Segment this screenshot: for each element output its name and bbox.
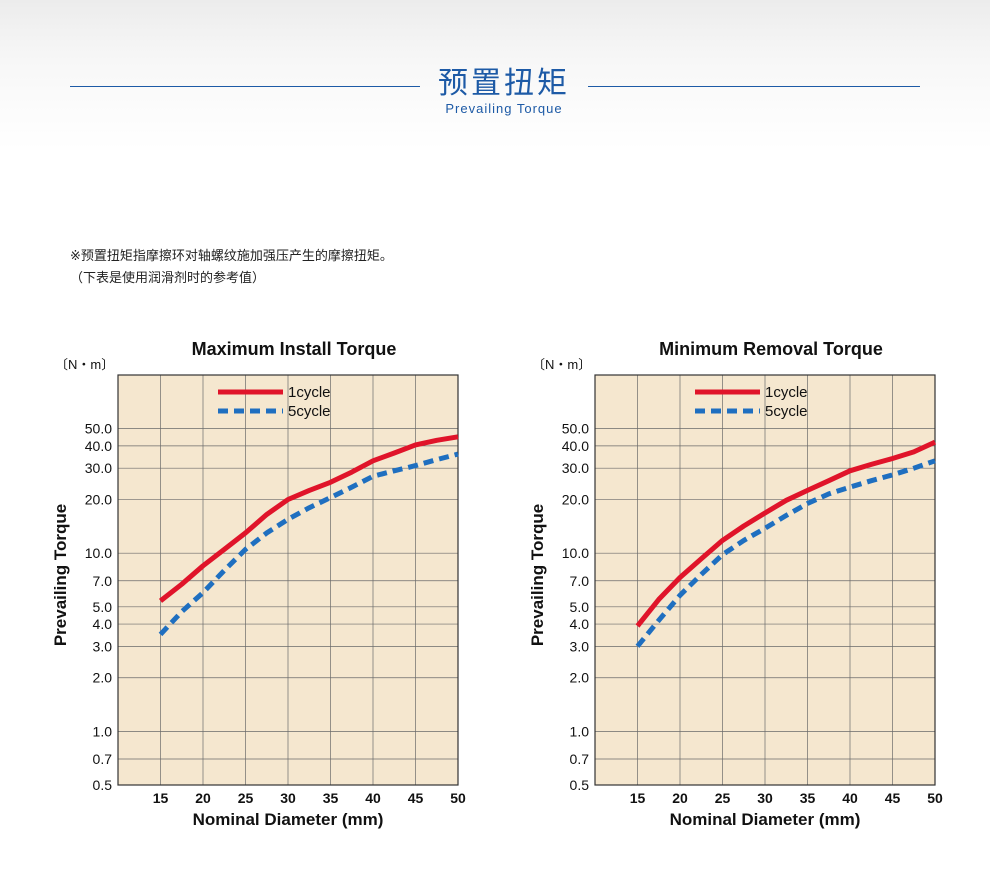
y-tick-label: 30.0 [85,460,112,476]
x-tick-label: 15 [630,790,646,806]
legend-label-5cycle: 5cycle [288,403,331,420]
chart-2: 0.5 0.7 1.0 2.0 3.0 4.05.0 7.0 10.0 20.0 30.0 40.0… [528,339,943,829]
series-line-5cycle [158,451,459,637]
header-rule-left [70,86,420,87]
header-rule-right [588,86,920,87]
y-tick-label: 1.0 [570,723,590,739]
plot-frame [117,374,459,786]
x-axis-label: Nominal Diameter (mm) [193,810,384,829]
x-tick-label: 50 [927,790,943,806]
x-tick-label: 15 [153,790,169,806]
page-subtitle: Prevailing Torque [445,101,563,116]
y-tick-label: 0.7 [570,751,590,767]
y-tick-label: 20.0 [85,492,112,508]
y-tick-label: 40.0 [562,438,589,454]
y-tick-label: 4.0 [570,616,590,632]
y-axis-label: Prevailing Torque [528,504,547,646]
plot-frame [594,374,936,786]
y-tick-label: 10.0 [85,545,112,561]
y-tick-label: 20.0 [562,492,589,508]
x-tick-label: 50 [450,790,466,806]
y-tick-label: 3.0 [570,638,590,654]
legend-label-1cycle: 1cycle [765,384,808,401]
y-tick-label: 5.0 [570,599,590,615]
y-tick-label: 7.0 [570,573,590,589]
y-tick-label: 0.7 [93,751,113,767]
y-tick-label: 2.0 [93,670,113,686]
header-band [0,0,990,150]
x-tick-label: 40 [842,790,858,806]
series-line-5cycle [635,458,936,648]
x-tick-label: 25 [715,790,731,806]
y-tick-label: 50.0 [562,421,589,437]
x-tick-label: 40 [365,790,381,806]
unit-label: 〔N・m〕 [532,357,591,372]
chart-title: Maximum Install Torque [192,339,397,359]
x-tick-label: 45 [408,790,424,806]
x-axis-label: Nominal Diameter (mm) [670,810,861,829]
y-tick-label: 40.0 [85,438,112,454]
note-line-2: （下表是使用润滑剂时的参考值） [70,271,266,286]
series-line-1cycle [158,434,459,603]
unit-label: 〔N・m〕 [55,357,114,372]
x-tick-label: 20 [672,790,688,806]
y-axis-label: Prevailing Torque [51,504,70,646]
y-tick-label: 30.0 [562,460,589,476]
x-tick-label: 20 [195,790,211,806]
x-tick-label: 35 [323,790,339,806]
legend-label-5cycle: 5cycle [765,403,808,420]
y-tick-label: 4.0 [93,616,113,632]
y-tick-label: 0.5 [93,777,113,793]
note-line-1: ※预置扭矩指摩擦环对轴螺纹施加强压产生的摩擦扭矩。 [70,249,393,264]
y-tick-label: 3.0 [93,638,113,654]
legend-label-1cycle: 1cycle [288,384,331,401]
page-title: 预置扭矩 [438,66,570,101]
x-tick-label: 30 [757,790,773,806]
y-tick-label: 10.0 [562,545,589,561]
y-tick-label: 2.0 [570,670,590,686]
y-tick-label: 1.0 [93,723,113,739]
x-tick-label: 35 [800,790,816,806]
x-tick-label: 25 [238,790,254,806]
y-tick-label: 0.5 [570,777,590,793]
chart-title: Minimum Removal Torque [659,339,883,359]
y-tick-label: 50.0 [85,421,112,437]
y-tick-label: 5.0 [93,599,113,615]
x-tick-label: 45 [885,790,901,806]
x-tick-label: 30 [280,790,296,806]
y-tick-label: 7.0 [93,573,113,589]
series-line-1cycle [635,439,937,628]
chart-1: 0.5 0.7 1.0 2.0 3.0 4.05.0 7.0 10.0 20.0 30.0 40.0… [51,339,466,829]
